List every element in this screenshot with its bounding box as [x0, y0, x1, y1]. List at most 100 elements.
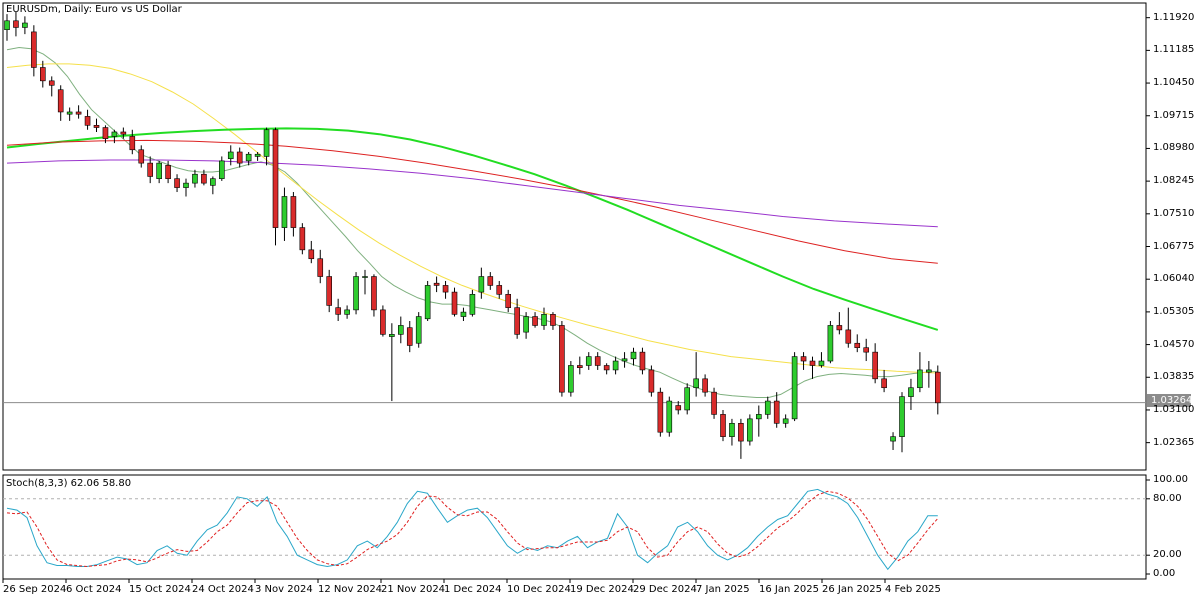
candle-14: [129, 129, 136, 155]
candle-13: [120, 127, 127, 139]
candle-body: [621, 358, 628, 362]
chart-title: EURUSDm, Daily: Euro vs US Dollar: [6, 4, 182, 15]
candle-18: [165, 160, 171, 184]
candle-0: [4, 14, 10, 41]
candle-57: [514, 298, 520, 339]
candle-body: [442, 285, 449, 293]
candle-16: [147, 156, 153, 184]
candle-60: [541, 307, 547, 330]
candle-body: [317, 258, 324, 277]
candle-body: [165, 165, 171, 179]
candle-73: [657, 387, 664, 437]
y-tick-label: 1.06040: [1153, 273, 1195, 285]
candle-81: [729, 418, 735, 446]
candle-84: [755, 405, 762, 437]
candle-31: [281, 187, 288, 241]
candle-body: [908, 387, 914, 397]
candle-66: [594, 352, 601, 370]
candle-body: [532, 316, 538, 326]
candle-body: [917, 369, 923, 389]
ma_purple-line: [6, 159, 938, 228]
candle-71: [639, 347, 646, 375]
candle-body: [66, 111, 73, 115]
ma_green-line: [6, 127, 939, 331]
candle-body: [782, 418, 789, 424]
candle-41: [371, 274, 377, 317]
candle-body: [890, 436, 896, 442]
candle-19: [174, 174, 180, 193]
candle-44: [397, 316, 404, 344]
candle-24: [219, 156, 225, 181]
candle-body: [648, 369, 655, 393]
x-tick-label: 7 Jan 2025: [696, 584, 750, 595]
candle-body: [93, 125, 100, 128]
x-tick-label: 21 Nov 2024: [381, 584, 446, 595]
x-tick-label: 6 Oct 2024: [66, 584, 122, 595]
candle-body: [102, 127, 109, 139]
candle-63: [568, 361, 574, 397]
candle-68: [612, 356, 619, 375]
candle-body: [702, 378, 708, 393]
candle-body: [138, 149, 145, 164]
candle-body: [827, 325, 834, 362]
candle-65: [585, 352, 592, 370]
y-tick-label: 1.03835: [1153, 371, 1195, 383]
candle-5: [48, 76, 55, 97]
candle-body: [845, 329, 852, 344]
candle-95: [854, 334, 861, 353]
candle-42: [380, 305, 386, 337]
candle-body: [729, 422, 735, 437]
candle-34: [308, 240, 315, 264]
candle-body: [800, 356, 807, 362]
candle-body: [764, 400, 771, 415]
candle-body: [362, 276, 368, 278]
ma_fast-line: [6, 46, 938, 398]
candle-77: [693, 352, 699, 397]
candle-99: [890, 432, 896, 450]
candle-body: [747, 418, 753, 442]
candle-body: [22, 22, 28, 28]
candle-28: [254, 151, 261, 161]
candle-body: [460, 311, 467, 317]
candle-body: [693, 378, 699, 389]
candle-92: [827, 321, 834, 364]
candle-body: [57, 89, 64, 113]
candle-93: [836, 312, 843, 335]
candle-70: [630, 347, 637, 366]
candle-body: [568, 365, 574, 393]
candle-body: [541, 314, 547, 326]
candle-104: [934, 365, 941, 415]
x-tick-label: 1 Dec 2024: [444, 584, 502, 595]
candle-62: [559, 321, 565, 397]
candle-97: [872, 343, 878, 384]
candle-100: [899, 392, 905, 453]
candle-body: [514, 307, 520, 335]
candle-30: [272, 127, 279, 246]
candle-3: [31, 25, 37, 77]
candle-body: [738, 422, 744, 442]
candle-body: [236, 151, 243, 164]
candle-body: [120, 131, 127, 135]
candle-body: [934, 371, 941, 404]
candle-body: [791, 356, 798, 420]
candle-52: [469, 289, 476, 317]
stoch-y-tick-label: 20.00: [1153, 549, 1182, 561]
candle-body: [219, 160, 225, 179]
y-tick-label: 1.08980: [1153, 142, 1195, 154]
stoch_main-line: [6, 488, 938, 571]
candle-50: [451, 287, 458, 317]
candle-body: [478, 276, 485, 293]
candle-body: [585, 356, 592, 366]
last-price-tag: 1.03264: [1147, 394, 1192, 407]
candle-15: [138, 145, 145, 168]
y-tick-label: 1.11185: [1153, 44, 1195, 56]
x-tick-label: 4 Feb 2025: [885, 584, 941, 595]
candle-body: [433, 282, 440, 286]
candle-body: [872, 351, 878, 380]
candle-75: [675, 401, 682, 415]
candle-body: [353, 276, 359, 311]
candle-61: [550, 312, 556, 330]
candle-40: [362, 269, 368, 295]
candle-body: [31, 31, 37, 68]
